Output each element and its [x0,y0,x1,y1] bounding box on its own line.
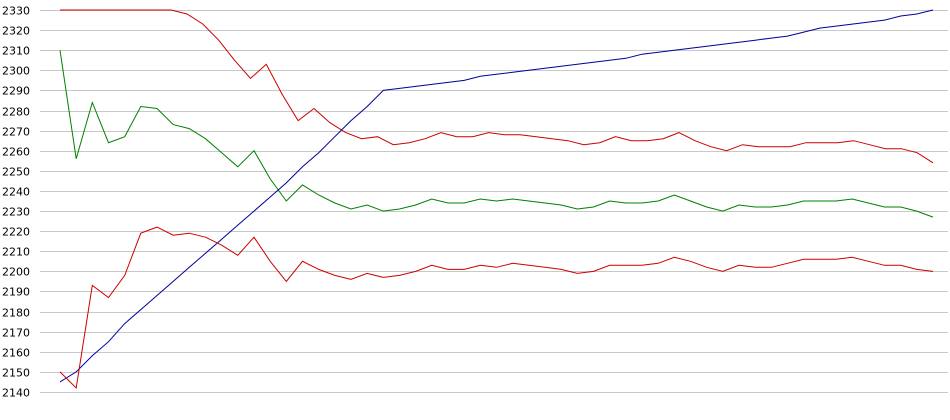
y-tick-label: 2310 [2,45,30,58]
grid-lines [40,10,948,393]
y-tick-label: 2190 [2,286,30,299]
y-tick-label: 2140 [2,387,30,400]
y-tick-label: 2240 [2,186,30,199]
y-tick-label: 2270 [2,126,30,139]
series-line-4 [59,226,934,390]
y-tick-label: 2180 [2,307,30,320]
y-tick-label: 2220 [2,226,30,239]
y-tick-label: 2320 [2,25,30,38]
y-tick-label: 2200 [2,266,30,279]
y-tick-label: 2170 [2,327,30,340]
series-line-1 [60,9,934,164]
y-tick-label: 2300 [2,65,30,78]
series-lines [59,9,934,390]
y-tick-label: 2290 [2,85,30,98]
y-tick-label: 2230 [2,206,30,219]
y-tick-label: 2210 [2,246,30,259]
y-tick-label: 2250 [2,166,30,179]
y-tick-label: 2150 [2,367,30,380]
y-axis-tick-labels: 2330 2320 2310 2300 2290 2280 2270 2260 2250 2240… [2,5,30,400]
y-tick-label: 2260 [2,146,30,159]
series-line-3 [59,9,934,383]
y-tick-label: 2330 [2,5,30,18]
series-line-2 [59,50,934,218]
y-tick-label: 2280 [2,106,30,119]
y-tick-label: 2160 [2,347,30,360]
